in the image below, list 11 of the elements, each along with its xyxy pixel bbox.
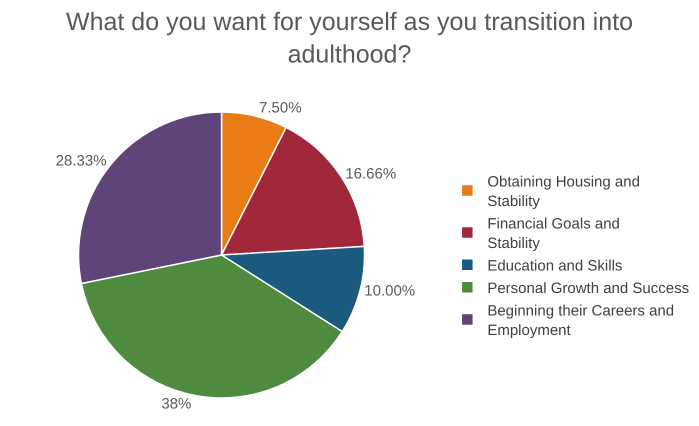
- data-label: 7.50%: [259, 99, 302, 116]
- data-label: 38%: [161, 395, 192, 412]
- data-label: 16.66%: [345, 165, 396, 182]
- data-label: 28.33%: [56, 152, 107, 170]
- legend-label: Obtaining Housing and Stability: [487, 174, 640, 210]
- chart-title: What do you want for yourself as you transition into adulthood?: [66, 8, 633, 68]
- legend-label: Personal Growth and Success: [487, 280, 690, 298]
- legend-label: Education and Skills: [487, 258, 622, 275]
- legend-label: Beginning their Careers and Employment: [487, 302, 674, 340]
- data-label: 10.00%: [364, 282, 416, 300]
- legend-label: Financial Goals and Stability: [487, 216, 620, 252]
